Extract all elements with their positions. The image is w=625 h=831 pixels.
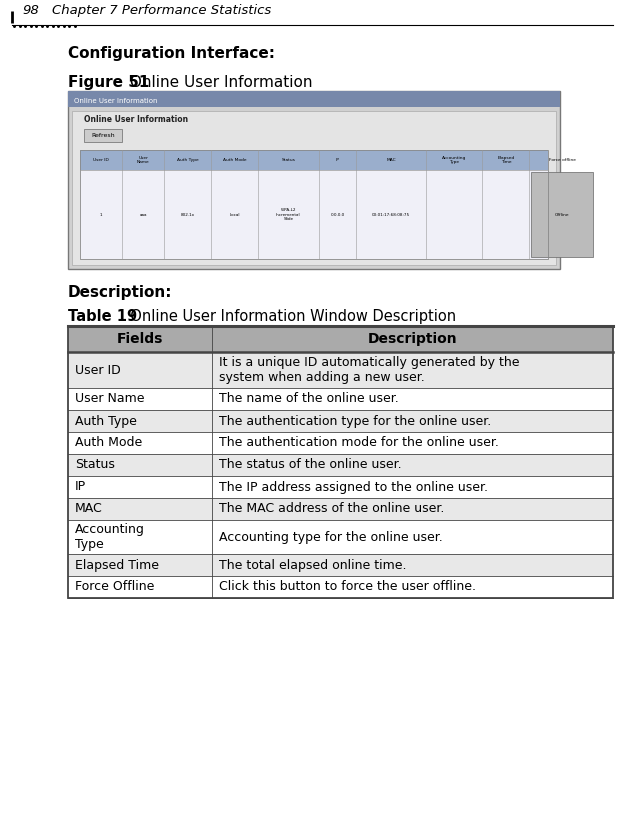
- Text: User Name: User Name: [75, 392, 144, 406]
- Text: Online User Information: Online User Information: [74, 98, 158, 104]
- Bar: [80, 170, 548, 259]
- Bar: [68, 576, 613, 598]
- Bar: [72, 111, 556, 265]
- Text: Figure 51: Figure 51: [68, 75, 149, 90]
- Bar: [68, 454, 613, 476]
- Text: Table 19: Table 19: [68, 309, 137, 324]
- Bar: [68, 520, 613, 554]
- Text: Online User Information Window Description: Online User Information Window Descripti…: [121, 309, 456, 324]
- Text: The name of the online user.: The name of the online user.: [219, 392, 399, 406]
- Text: User ID: User ID: [93, 158, 109, 162]
- Text: The status of the online user.: The status of the online user.: [219, 459, 402, 471]
- Text: Accounting type for the online user.: Accounting type for the online user.: [219, 530, 443, 543]
- Text: 98: 98: [22, 4, 39, 17]
- Text: The authentication type for the online user.: The authentication type for the online u…: [219, 415, 492, 427]
- Bar: [80, 150, 548, 259]
- Text: Accounting
Type: Accounting Type: [442, 155, 467, 165]
- Bar: [68, 476, 613, 498]
- Text: Auth Mode: Auth Mode: [75, 436, 142, 450]
- Text: Fields: Fields: [117, 332, 163, 346]
- Text: Chapter 7 Performance Statistics: Chapter 7 Performance Statistics: [52, 4, 271, 17]
- Bar: [80, 150, 548, 170]
- Text: Auth Type: Auth Type: [177, 158, 199, 162]
- Text: 1: 1: [100, 213, 102, 217]
- Text: WPA-L2
Incremental
Slide: WPA-L2 Incremental Slide: [276, 208, 301, 221]
- Text: Description: Description: [368, 332, 458, 346]
- Text: Force offline: Force offline: [549, 158, 576, 162]
- Text: Auth Mode: Auth Mode: [222, 158, 246, 162]
- Text: Configuration Interface:: Configuration Interface:: [68, 46, 275, 61]
- Text: User
Name: User Name: [137, 155, 149, 165]
- Bar: [68, 326, 613, 598]
- Text: MAC: MAC: [386, 158, 396, 162]
- Text: Accounting
Type: Accounting Type: [75, 523, 145, 551]
- Text: The IP address assigned to the online user.: The IP address assigned to the online us…: [219, 480, 488, 494]
- Text: 00:01:17:68:08:75: 00:01:17:68:08:75: [372, 213, 410, 217]
- Text: Auth Type: Auth Type: [75, 415, 137, 427]
- Text: aaa: aaa: [139, 213, 147, 217]
- Bar: [68, 388, 613, 410]
- Bar: [68, 498, 613, 520]
- Text: Elapsed
Time: Elapsed Time: [498, 155, 514, 165]
- Bar: [68, 432, 613, 454]
- Text: It is a unique ID automatically generated by the
system when adding a new user.: It is a unique ID automatically generate…: [219, 356, 520, 384]
- Bar: [84, 129, 122, 142]
- Text: Offline: Offline: [555, 213, 569, 217]
- Text: Click this button to force the user offline.: Click this button to force the user offl…: [219, 581, 476, 593]
- Text: 802.1x: 802.1x: [181, 213, 195, 217]
- Text: User ID: User ID: [75, 363, 121, 376]
- Text: The total elapsed online time.: The total elapsed online time.: [219, 558, 407, 572]
- Text: Local: Local: [229, 213, 240, 217]
- Bar: [68, 326, 613, 352]
- Text: Elapsed Time: Elapsed Time: [75, 558, 159, 572]
- Text: Description:: Description:: [68, 285, 173, 300]
- Text: Force Offline: Force Offline: [75, 581, 154, 593]
- Text: 0.0.0.0: 0.0.0.0: [330, 213, 344, 217]
- Text: Status: Status: [75, 459, 115, 471]
- Text: Refresh: Refresh: [91, 133, 115, 138]
- Bar: [531, 172, 592, 257]
- Text: IP: IP: [75, 480, 86, 494]
- Text: Online User Information: Online User Information: [125, 75, 312, 90]
- Text: IP: IP: [336, 158, 339, 162]
- Bar: [68, 91, 560, 107]
- Text: MAC: MAC: [75, 503, 102, 515]
- Text: The authentication mode for the online user.: The authentication mode for the online u…: [219, 436, 499, 450]
- Bar: [68, 554, 613, 576]
- Bar: [68, 91, 560, 269]
- Text: The MAC address of the online user.: The MAC address of the online user.: [219, 503, 445, 515]
- Text: Status: Status: [281, 158, 295, 162]
- Bar: [68, 410, 613, 432]
- Bar: [68, 352, 613, 388]
- Text: Online User Information: Online User Information: [84, 115, 188, 124]
